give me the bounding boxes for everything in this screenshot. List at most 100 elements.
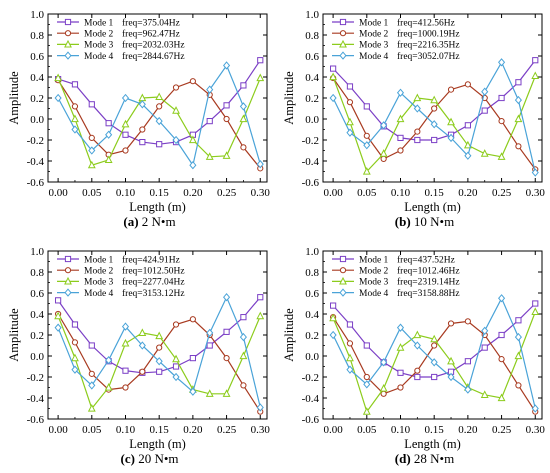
caption-c: (c) 20 N•m — [121, 451, 179, 466]
data-point — [256, 73, 265, 82]
series-mode-4 — [329, 58, 539, 177]
series-mode-4 — [329, 294, 539, 413]
data-point — [205, 152, 214, 160]
x-tick-label: 0.10 — [391, 187, 411, 199]
data-point — [239, 332, 247, 342]
data-point — [172, 84, 180, 91]
data-point — [138, 341, 146, 350]
data-point — [121, 119, 130, 128]
legend-entry-freq: freq=1012.50Hz — [122, 266, 185, 277]
data-point — [156, 344, 163, 351]
data-point — [206, 328, 214, 338]
x-tick-label: 0.00 — [48, 424, 68, 436]
data-point — [71, 103, 79, 110]
data-point — [396, 114, 405, 123]
data-point — [71, 321, 79, 328]
y-axis-title: Amplitude — [7, 71, 21, 125]
data-point — [172, 354, 180, 363]
data-point — [88, 101, 95, 108]
y-tick-label: -0.2 — [302, 135, 319, 147]
data-point — [155, 92, 164, 101]
x-axis-title: Length (m) — [404, 200, 461, 214]
data-point — [363, 373, 370, 381]
data-point — [156, 103, 163, 110]
data-point — [447, 356, 455, 365]
data-point — [104, 155, 113, 164]
data-point — [121, 93, 130, 103]
data-point — [498, 331, 505, 339]
legend-entry-name: Mode 2 — [359, 267, 389, 277]
legend-entry-freq: freq=3158.88Hz — [397, 288, 460, 299]
legend-marker — [339, 255, 347, 263]
x-tick-label: 0.00 — [323, 424, 343, 436]
data-point — [189, 78, 196, 85]
data-point — [481, 344, 488, 351]
data-point — [464, 318, 471, 325]
data-point — [223, 115, 230, 123]
y-tick-label: 0.2 — [305, 330, 319, 342]
legend-entry-freq: freq=375.04Hz — [122, 17, 180, 28]
data-point — [222, 151, 231, 159]
data-point — [431, 373, 438, 381]
caption-letter: (c) — [121, 451, 135, 466]
data-point — [413, 104, 421, 113]
series-mode-4 — [54, 293, 264, 412]
legend-entry-name: Mode 4 — [84, 52, 114, 62]
y-axis-title: Amplitude — [282, 308, 296, 362]
data-point — [464, 358, 471, 365]
data-point — [239, 351, 248, 360]
y-tick-label: 0.0 — [305, 351, 319, 363]
data-point — [464, 81, 471, 88]
data-point — [189, 355, 196, 362]
data-point — [430, 120, 438, 129]
data-point — [329, 93, 337, 103]
data-point — [481, 87, 489, 96]
x-tick-label: 0.05 — [82, 424, 102, 436]
data-point — [346, 128, 354, 137]
data-point — [240, 144, 247, 151]
data-point — [172, 321, 180, 328]
legend-marker — [339, 288, 347, 297]
data-point — [172, 372, 180, 382]
data-point — [71, 365, 79, 374]
data-point — [71, 339, 79, 346]
caption-letter: (a) — [123, 214, 138, 229]
data-point — [431, 342, 438, 349]
caption-letter: (b) — [395, 214, 411, 229]
data-point — [464, 385, 472, 394]
data-point — [240, 82, 247, 89]
data-point — [430, 95, 439, 104]
data-point — [363, 342, 370, 349]
data-point — [71, 81, 79, 88]
data-point — [463, 140, 472, 149]
data-point — [54, 73, 63, 82]
chart-svg-a: -0.6 -0.4 -0.2 0.0 0.2 0.4 0.6 0.8 1.0 0.00 0.05 0.… — [7, 9, 270, 229]
legend-entry-name: Mode 2 — [359, 30, 389, 40]
legend-entry-name: Mode 4 — [84, 289, 114, 299]
data-point — [139, 368, 146, 375]
data-point — [54, 323, 62, 332]
data-point — [379, 149, 388, 157]
legend-entry-freq: freq=424.91Hz — [122, 254, 180, 265]
data-point — [122, 131, 129, 138]
data-point — [330, 302, 337, 309]
x-tick-label: 0.30 — [526, 424, 546, 436]
y-tick-label: 1.0 — [30, 246, 44, 258]
legend-marker — [339, 18, 347, 26]
data-point — [362, 407, 371, 415]
data-point — [55, 297, 62, 304]
data-point — [497, 152, 506, 160]
x-tick-label: 0.00 — [323, 187, 343, 199]
legend-entry-freq: freq=3153.12Hz — [122, 288, 185, 299]
y-tick-label: 0.8 — [305, 30, 319, 42]
data-point — [346, 117, 354, 126]
x-tick-label: 0.20 — [458, 424, 478, 436]
y-tick-label: 1.0 — [305, 9, 319, 21]
series-mode-3 — [54, 311, 265, 412]
data-point — [88, 381, 96, 390]
data-point — [498, 294, 506, 303]
data-point — [396, 323, 405, 332]
y-tick-label: -0.4 — [27, 156, 45, 168]
data-point — [346, 83, 354, 90]
data-point — [257, 57, 264, 64]
